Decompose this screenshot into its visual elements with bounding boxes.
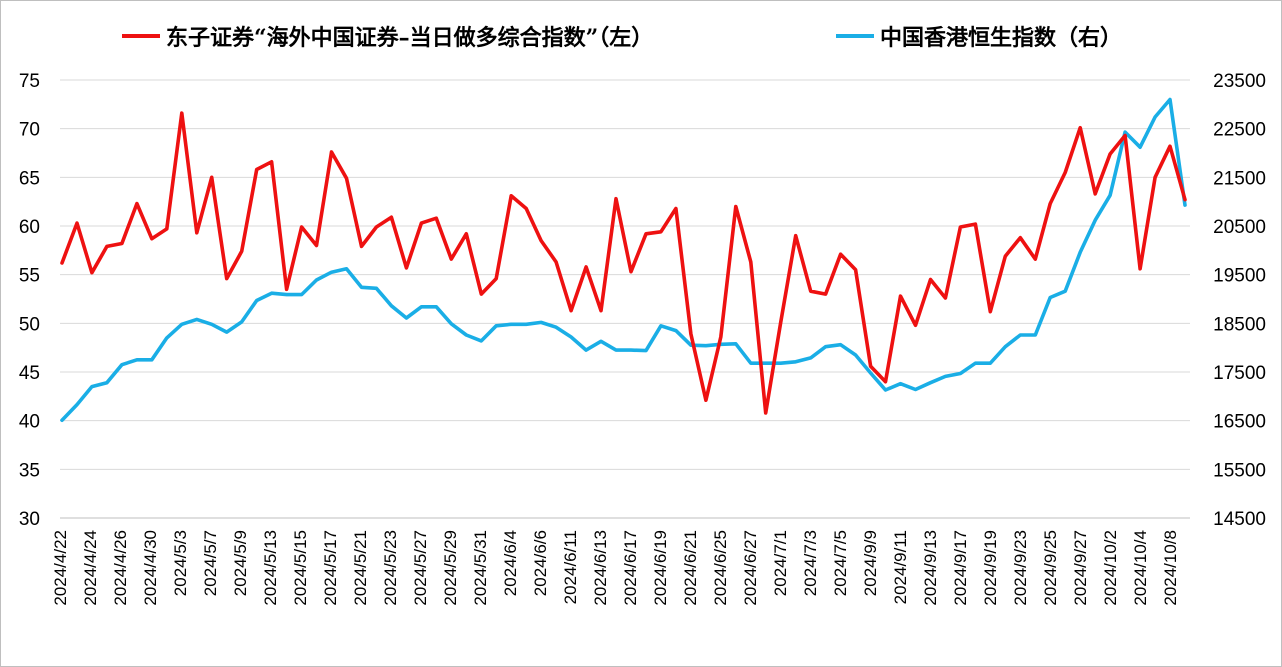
x-tick-label: 2024/9/9 [861,530,880,596]
y-right-tick-label: 19500 [1213,266,1266,287]
y-right-tick-label: 20500 [1213,217,1266,238]
x-tick-label: 2024/10/2 [1101,530,1120,606]
y-left-tick-label: 60 [19,217,40,238]
x-tick-label: 2024/7/5 [831,530,850,596]
x-tick-label: 2024/9/25 [1041,530,1060,606]
legend-label-right-series: 中国香港恒生指数（右） [880,25,1123,51]
x-tick-label: 2024/6/25 [711,530,730,606]
chart-legend: 东子证券“海外中国证券–当日做多综合指数”（左） 中国香港恒生指数（右） [0,16,1282,56]
x-tick-label: 2024/5/15 [291,530,310,606]
x-tick-label: 2024/9/13 [921,530,940,606]
legend-item-left-series: 东子证券“海外中国证券–当日做多综合指数”（左） [122,16,653,56]
y-right-tick-label: 23500 [1213,71,1266,92]
y-right-tick-label: 22500 [1213,120,1266,141]
x-tick-label: 2024/6/17 [621,530,640,606]
y-right-tick-label: 16500 [1213,412,1266,433]
x-tick-label: 2024/4/26 [111,530,130,606]
x-tick-label: 2024/9/17 [951,530,970,606]
series-lines [60,97,1187,423]
x-tick-label: 2024/5/21 [351,530,370,606]
x-tick-label: 2024/4/30 [141,530,160,606]
x-tick-label: 2024/5/23 [381,530,400,606]
series-line-hang-seng [60,97,1187,423]
x-tick-label: 2024/5/29 [441,530,460,606]
legend-swatch-red [122,34,160,38]
x-tick-label: 2024/6/4 [501,530,520,596]
x-tick-label: 2024/9/11 [891,530,910,604]
x-tick-label: 2024/7/3 [801,530,820,596]
x-tick-label: 2024/9/19 [981,530,1000,606]
x-tick-label: 2024/9/27 [1071,530,1090,606]
x-tick-label: 2024/5/31 [471,530,490,606]
y-left-tick-label: 50 [19,314,40,335]
legend-item-right-series: 中国香港恒生指数（右） [836,16,1122,56]
y-right-tick-label: 14500 [1213,509,1266,530]
legend-swatch-blue [836,34,874,38]
x-tick-label: 2024/6/13 [591,530,610,606]
x-tick-label: 2024/4/24 [81,530,100,606]
y-left-tick-label: 30 [19,509,40,530]
x-tick-label: 2024/5/7 [201,530,220,596]
x-tick-label: 2024/5/17 [321,530,340,606]
y-left-tick-label: 35 [19,460,40,481]
y-left-tick-label: 55 [19,266,40,287]
y-left-tick-label: 70 [19,120,40,141]
y-left-tick-label: 65 [19,168,40,189]
x-tick-label: 2024/10/4 [1131,530,1150,606]
y-right-tick-label: 21500 [1213,168,1266,189]
x-tick-label: 2024/10/8 [1161,530,1180,606]
x-tick-label: 2024/6/27 [741,530,760,606]
y-left-tick-label: 75 [19,71,40,92]
x-tick-label: 2024/6/21 [681,530,700,606]
x-tick-label: 2024/6/6 [531,530,550,596]
x-axis: 2024/4/22 2024/4/24 2024/4/26 2024/4/30 2024… [51,517,1190,606]
x-tick-label: 2024/6/11 [561,530,580,604]
x-tick-label: 2024/4/22 [51,530,70,606]
x-tick-label: 2024/5/3 [171,530,190,596]
x-tick-label: 2024/5/9 [231,530,250,596]
y-right-tick-label: 15500 [1213,460,1266,481]
x-tick-label: 2024/9/23 [1011,530,1030,606]
y-right-tick-label: 17500 [1213,363,1266,384]
x-tick-label: 2024/5/27 [411,530,430,606]
right-y-axis: 14500 15500 16500 17500 18500 19500 20500 21500… [1213,71,1266,530]
y-left-tick-label: 40 [19,412,40,433]
legend-label-left-series: 东子证券“海外中国证券–当日做多综合指数”（左） [166,25,654,51]
x-tick-label: 2024/6/19 [651,530,670,606]
x-tick-label: 2024/7/1 [771,530,790,596]
left-y-axis: 30 35 40 45 50 55 60 65 70 75 [19,71,40,530]
y-left-tick-label: 45 [19,363,40,384]
series-line-left-index [60,111,1187,415]
y-right-tick-label: 18500 [1213,314,1266,335]
gridlines [60,79,1190,519]
x-tick-label: 2024/5/13 [261,530,280,606]
